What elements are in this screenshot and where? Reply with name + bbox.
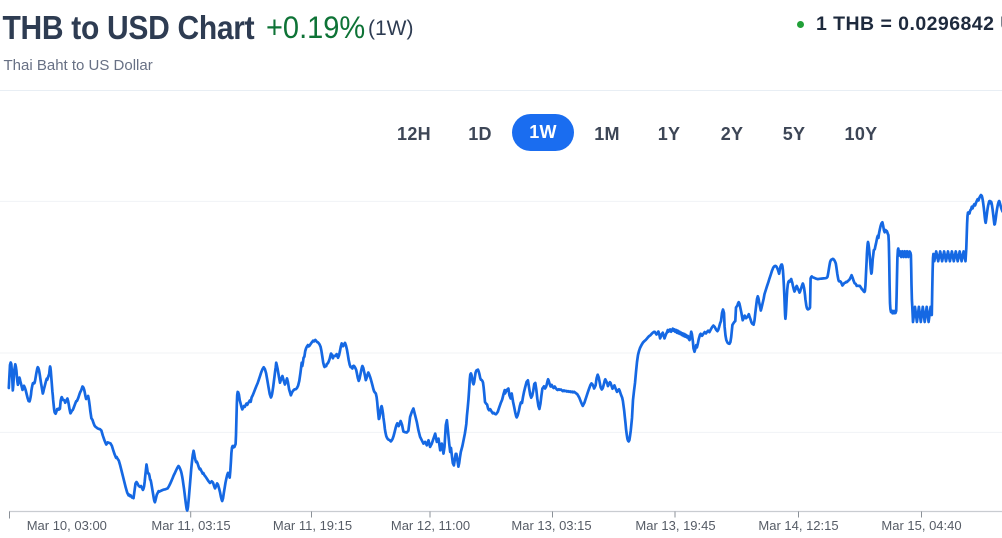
svg-text:Mar 13, 03:15: Mar 13, 03:15 xyxy=(511,518,591,533)
svg-text:Mar 11, 03:15: Mar 11, 03:15 xyxy=(151,518,230,533)
svg-text:Mar 13, 19:45: Mar 13, 19:45 xyxy=(635,518,715,533)
svg-text:Mar 11, 19:15: Mar 11, 19:15 xyxy=(273,518,352,533)
svg-text:Mar 14, 12:15: Mar 14, 12:15 xyxy=(758,518,838,533)
svg-text:Mar 10, 03:00: Mar 10, 03:00 xyxy=(27,518,107,533)
svg-text:Mar 12, 11:00: Mar 12, 11:00 xyxy=(391,518,470,533)
svg-text:Mar 15, 04:40: Mar 15, 04:40 xyxy=(881,518,961,533)
